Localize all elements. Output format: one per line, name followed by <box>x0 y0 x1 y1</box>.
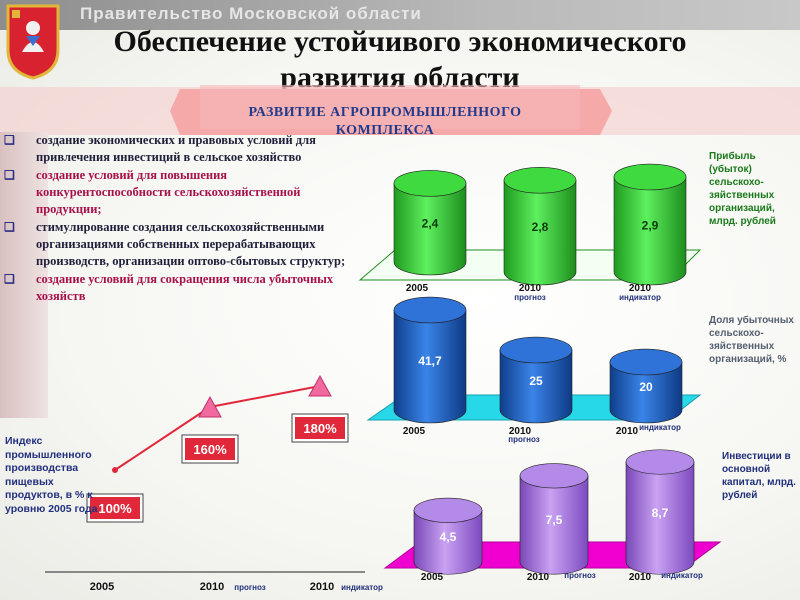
measure-item-text: создание условий для сокращения числа уб… <box>36 272 334 303</box>
section-banner <box>0 85 800 135</box>
page-title-line1: Обеспечение устойчивого экономического <box>113 25 687 58</box>
x-tick-label: 2010 <box>509 426 532 437</box>
bar-value-label: 4,5 <box>440 530 457 544</box>
x-tick-label: 2010 <box>629 572 652 583</box>
checkbox-bullet-icon: ❑ <box>4 220 15 234</box>
bar-value-label: 2,9 <box>642 219 659 233</box>
index-point-marker <box>112 467 118 473</box>
loss-share-chart-label: Доля убыточных сельскохо-зяйственных орг… <box>709 315 794 365</box>
checkbox-bullet-icon: ❑ <box>4 272 15 286</box>
bar-value-label: 25 <box>529 374 543 388</box>
line-value-label: 180% <box>303 421 337 436</box>
index-point-marker <box>308 374 332 397</box>
section-banner-line1: РАЗВИТИЕ АГРОПРОМЫШЛЕННОГО <box>248 105 522 120</box>
bar-1 <box>499 336 573 424</box>
bar-2 <box>625 449 695 575</box>
measure-item: ❑ стимулирование создания сельскохозяйств… <box>4 219 364 270</box>
value-badge-fill <box>295 417 345 439</box>
bar-value-label: 8,7 <box>652 506 669 520</box>
x-tick-label: 2010 <box>527 572 550 583</box>
investment-chart-label: Инвестиции в основной капитал, млрд. руб… <box>722 451 796 501</box>
bar-value-label: 7,5 <box>546 513 563 527</box>
measures-list: ❑ создание экономических и правовых услов… <box>4 132 364 306</box>
x-tick-sublabel: индикатор <box>661 571 703 580</box>
x-tick-sublabel: прогноз <box>234 583 266 592</box>
government-header-bar <box>0 0 800 30</box>
section-banner-line2: КОМПЛЕКСА <box>335 123 435 138</box>
measure-item-text: создание экономических и правовых услови… <box>36 133 316 164</box>
page-title: Обеспечение устойчивого экономического р… <box>0 24 800 96</box>
government-name: Правительство Московской области <box>80 4 422 23</box>
bar-0 <box>393 296 467 424</box>
index-point-marker <box>198 395 222 418</box>
measure-item: ❑ создание условий для сокращения числа у… <box>4 271 364 305</box>
x-tick-label: 2005 <box>90 581 114 593</box>
bar-1 <box>503 167 577 286</box>
x-tick-label: 2010 <box>200 581 224 593</box>
section-banner-title: РАЗВИТИЕ АГРОПРОМЫШЛЕННОГО КОМПЛЕКСА <box>200 104 570 140</box>
left-decor-panel <box>0 132 48 418</box>
line-value-label: 100% <box>98 501 132 516</box>
x-tick-sublabel: прогноз <box>508 435 540 444</box>
x-tick-label: 2010 <box>629 283 652 294</box>
x-tick-label: 2010 <box>519 283 542 294</box>
x-tick-sublabel: прогноз <box>514 293 546 302</box>
bar-value-label: 20 <box>639 380 653 394</box>
x-tick-sublabel: индикатор <box>341 583 383 592</box>
bar-value-label: 41,7 <box>418 354 442 368</box>
measure-item: ❑ создание экономических и правовых услов… <box>4 132 364 166</box>
x-tick-label: 2010 <box>310 581 334 593</box>
bar-1 <box>519 463 589 575</box>
bar-value-label: 2,8 <box>532 220 549 234</box>
x-tick-label: 2005 <box>406 283 429 294</box>
measure-item-text: создание условий для повышения конкурент… <box>36 168 301 216</box>
bar-2 <box>613 163 687 286</box>
bar-2 <box>609 348 683 424</box>
x-tick-sublabel: индикатор <box>639 423 681 432</box>
coat-of-arms-icon <box>6 4 60 80</box>
x-tick-label: 2005 <box>403 426 426 437</box>
value-badge-fill <box>90 497 140 519</box>
profit-chart-label: Прибыль (убыток) сельскохо-зяйственных о… <box>709 151 776 227</box>
x-tick-label: 2005 <box>421 572 444 583</box>
checkbox-bullet-icon: ❑ <box>4 168 15 182</box>
bar-0 <box>413 497 483 575</box>
checkbox-bullet-icon: ❑ <box>4 133 15 147</box>
line-value-label: 160% <box>193 442 227 457</box>
x-tick-label: 2010 <box>616 426 639 437</box>
value-badge-fill <box>185 438 235 460</box>
measure-item: ❑ создание условий для повышения конкурен… <box>4 167 364 218</box>
x-tick-sublabel: прогноз <box>564 571 596 580</box>
x-tick-sublabel: индикатор <box>619 293 661 302</box>
bar-0 <box>393 170 467 276</box>
measure-item-text: стимулирование создания сельскохозяйстве… <box>36 220 346 268</box>
food-index-chart-label: Индекс промышленного производства пищевы… <box>5 435 98 515</box>
bar-value-label: 2,4 <box>422 217 439 231</box>
